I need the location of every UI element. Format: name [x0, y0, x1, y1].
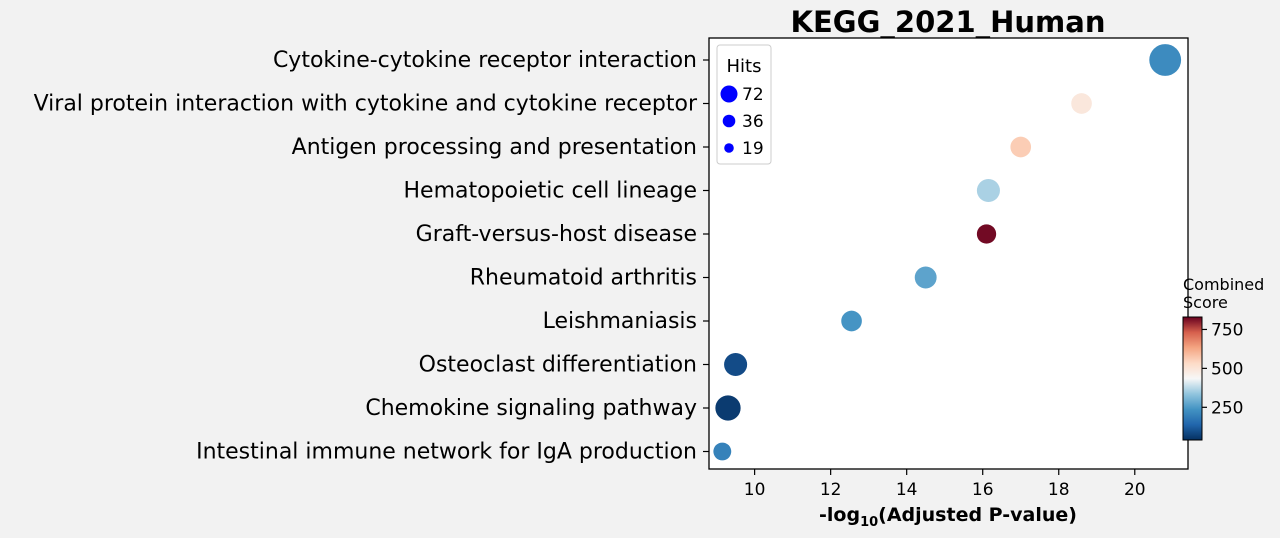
legend-title: Hits: [727, 56, 762, 77]
x-axis-label-subscript: 10: [860, 515, 878, 530]
colorbar-title-line1: Combined: [1183, 275, 1264, 294]
x-axis-label-prefix: -log: [819, 504, 860, 526]
y-tick-label: Hematopoietic cell lineage: [403, 179, 697, 204]
data-point: [1149, 44, 1182, 76]
legend-marker: [724, 143, 734, 153]
y-tick-label: Osteoclast differentiation: [419, 353, 697, 378]
data-points: [713, 44, 1182, 461]
x-tick-label: 10: [744, 480, 766, 500]
data-point: [724, 352, 748, 377]
data-point: [1010, 136, 1032, 158]
colorbar-tick-label: 250: [1211, 398, 1243, 418]
y-tick-label: Graft-versus-host disease: [416, 222, 697, 247]
y-tick-label: Viral protein interaction with cytokine …: [34, 92, 698, 117]
data-point: [715, 395, 741, 421]
data-point: [976, 224, 997, 244]
x-tick-label: 12: [820, 480, 842, 500]
x-tick-label: 20: [1124, 480, 1146, 500]
y-tick-label: Cytokine-cytokine receptor interaction: [273, 48, 697, 73]
data-point: [713, 442, 732, 461]
data-point: [976, 178, 1000, 203]
data-point: [1071, 93, 1092, 114]
hits-legend: Hits 72 36 19: [716, 44, 772, 165]
y-tick-label: Leishmaniasis: [543, 309, 697, 334]
y-tick-labels: Cytokine-cytokine receptor interaction Vi…: [34, 48, 698, 465]
chart-title: KEGG_2021_Human: [791, 5, 1106, 39]
plot-area: [708, 37, 1189, 470]
data-point: [914, 266, 937, 289]
x-axis-label: -log10(Adjusted P-value): [819, 504, 1077, 530]
data-point: [841, 310, 862, 332]
legend-label: 19: [742, 139, 764, 159]
y-tick-label: Rheumatoid arthritis: [470, 266, 697, 291]
x-ticks: 10 12 14 16 18 20: [744, 469, 1146, 500]
colorbar: Combined Score 250 500 750: [1182, 275, 1264, 441]
legend-frame: [716, 44, 772, 165]
legend-label: 36: [742, 112, 764, 132]
x-tick-label: 16: [972, 480, 994, 500]
y-tick-label: Antigen processing and presentation: [292, 135, 697, 160]
colorbar-tick-label: 500: [1211, 359, 1243, 379]
y-ticks: [703, 59, 709, 453]
colorbar-tick-label: 750: [1211, 320, 1243, 340]
colorbar-ticks: 250 500 750: [1202, 320, 1243, 418]
y-tick-label: Chemokine signaling pathway: [365, 396, 697, 421]
x-tick-label: 14: [896, 480, 918, 500]
legend-marker: [722, 114, 736, 128]
x-tick-label: 18: [1048, 480, 1070, 500]
legend-label: 72: [742, 85, 764, 105]
legend-marker: [720, 85, 738, 103]
legend-entries: 72 36 19: [720, 85, 764, 159]
colorbar-gradient: [1182, 316, 1203, 441]
x-axis-label-suffix: (Adjusted P-value): [878, 504, 1077, 526]
colorbar-title-line2: Score: [1183, 293, 1228, 312]
y-tick-label: Intestinal immune network for IgA produc…: [196, 440, 697, 465]
